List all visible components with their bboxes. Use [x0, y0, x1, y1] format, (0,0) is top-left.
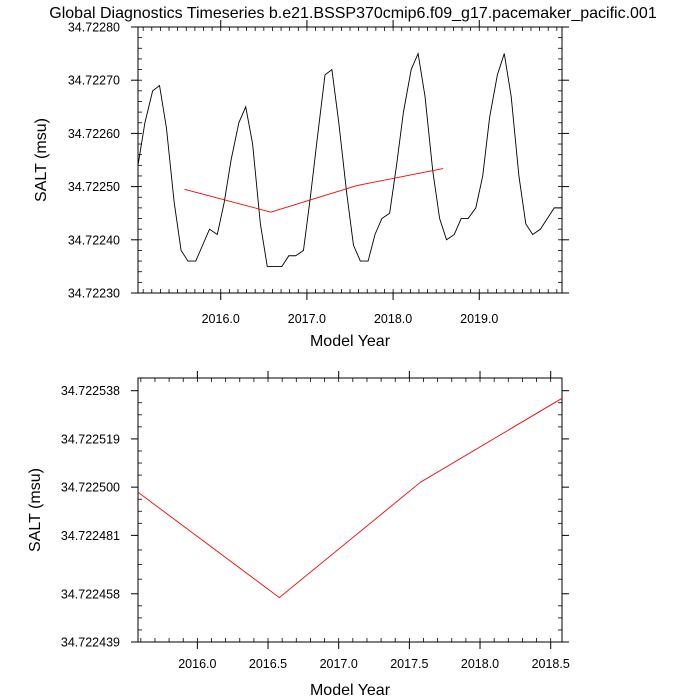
x-axis-title: Model Year: [310, 682, 391, 699]
series-line-1: [184, 168, 444, 213]
y-tick-label: 34.722439: [61, 636, 120, 650]
x-tick-label: 2018.0: [461, 657, 499, 671]
x-tick-label: 2017.0: [320, 657, 358, 671]
y-tick-label: 34.722481: [61, 529, 120, 543]
series-line-0: [138, 52, 562, 267]
plot-frame: [137, 377, 563, 643]
y-axis-title: SALT (msu): [33, 118, 50, 202]
y-tick-label: 34.72260: [68, 127, 120, 141]
x-tick-label: 2016.0: [202, 312, 240, 326]
series-line-0: [138, 397, 562, 599]
x-axis-title: Model Year: [310, 333, 391, 350]
y-tick-label: 34.72250: [68, 180, 120, 194]
x-tick-label: 2016.0: [178, 657, 216, 671]
y-tick-label: 34.722458: [61, 587, 120, 601]
y-tick-label: 34.72240: [68, 233, 120, 247]
figure-title: Global Diagnostics Timeseries b.e21.BSSP…: [49, 5, 657, 22]
x-tick-label: 2019.0: [460, 312, 498, 326]
x-tick-label: 2017.5: [390, 657, 428, 671]
timeseries-panel-bottom: 2016.0 2016.5 2017.0 2017.5 2018.0 2018.5 34.7…: [27, 371, 570, 699]
y-tick-label: 34.722538: [61, 384, 120, 398]
y-tick-label: 34.72230: [68, 287, 120, 301]
y-tick-label: 34.72280: [68, 21, 120, 35]
timeseries-panel-top: 2016.0 2017.0 2018.0 2019.0 34.72230 34.72240…: [33, 20, 569, 350]
y-axis-title: SALT (msu): [27, 468, 44, 552]
x-tick-label: 2017.0: [288, 312, 326, 326]
x-tick-label: 2018.5: [532, 657, 570, 671]
plot-frame: [137, 26, 563, 294]
y-tick-label: 34.722500: [61, 481, 120, 495]
y-tick-label: 34.722519: [61, 432, 120, 446]
x-tick-label: 2018.0: [374, 312, 412, 326]
x-tick-label: 2016.5: [249, 657, 287, 671]
y-tick-label: 34.72270: [68, 74, 120, 88]
